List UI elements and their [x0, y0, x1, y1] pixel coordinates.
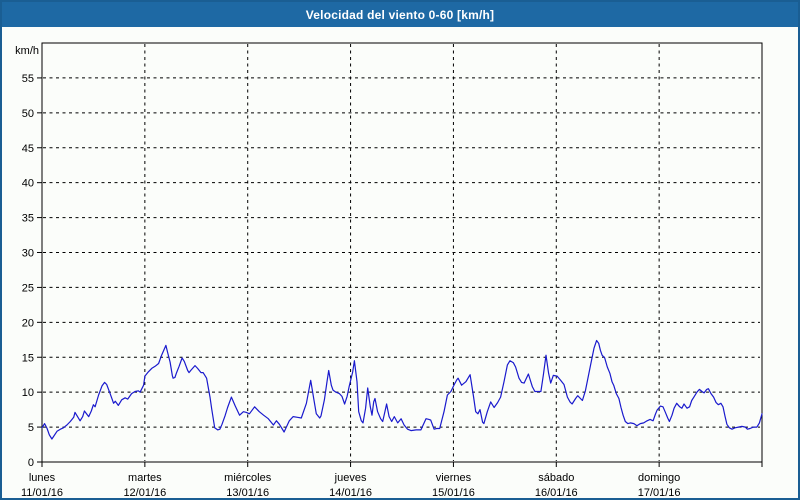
wind-speed-line: [41, 339, 763, 440]
wind-speed-chart: 0 5 10 15 20 25 30 35 40 45 50 55 km/h lunes 11/01/16 m…: [15, 42, 763, 498]
x-day-label: miércoles: [224, 472, 272, 484]
x-day-label: lunes: [29, 472, 56, 484]
y-tick-label: 5: [28, 422, 34, 434]
chart-title: Velocidad del viento 0-60 [km/h]: [305, 7, 495, 22]
x-date-label: 16/01/16: [535, 487, 578, 498]
x-day-label: viernes: [436, 472, 472, 484]
x-date-label: 13/01/16: [226, 487, 269, 498]
y-tick-label: 0: [28, 457, 34, 469]
x-date-label: 15/01/16: [432, 487, 475, 498]
y-tick-label: 20: [22, 317, 34, 329]
x-date-label: 17/01/16: [638, 487, 681, 498]
y-tick-label: 35: [22, 213, 34, 225]
title-bar: Velocidad del viento 0-60 [km/h]: [2, 2, 798, 27]
y-tick-label: 55: [22, 73, 34, 85]
x-date-label: 12/01/16: [123, 487, 166, 498]
x-day-label: domingo: [638, 472, 680, 484]
y-tick-label: 30: [22, 248, 34, 260]
plot-border: [41, 42, 763, 463]
y-tick-label: 15: [22, 352, 34, 364]
x-date-label: 14/01/16: [329, 487, 372, 498]
y-tick-label: 25: [22, 282, 34, 294]
y-tick-label: 50: [22, 108, 34, 120]
x-day-label: jueves: [334, 472, 367, 484]
y-axis-unit-label: km/h: [15, 45, 39, 57]
y-tick-label: 40: [22, 178, 34, 190]
x-day-label: martes: [128, 472, 162, 484]
y-tick-label: 45: [22, 143, 34, 155]
x-date-label: 11/01/16: [21, 487, 63, 498]
x-day-label: sábado: [538, 472, 574, 484]
y-tick-label: 10: [22, 387, 34, 399]
